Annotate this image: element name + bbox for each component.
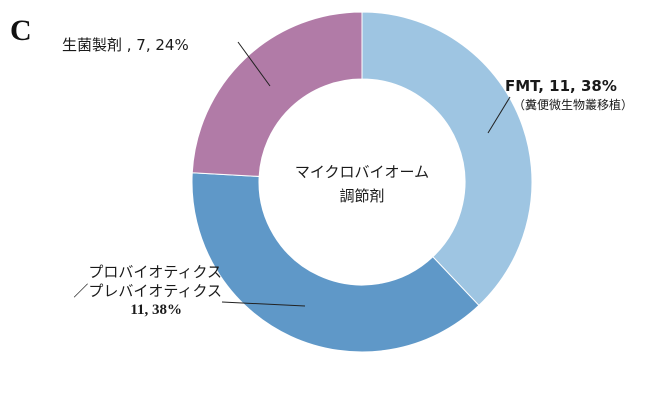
leader-line-fmt: [487, 96, 511, 134]
slice-label-fmt: FMT, 11, 38% （糞便微生物叢移植）: [505, 77, 633, 115]
leader-line-live-bacteria: [237, 41, 271, 87]
slice-sublabel-fmt: （糞便微生物叢移植）: [513, 98, 634, 112]
slice-fmt: [361, 11, 533, 307]
slice-label-live-bacteria: 生菌製剤 , 7, 24%: [62, 36, 189, 54]
leader-line-probiotics: [221, 301, 306, 307]
center-label: マイクロバイオーム 調節剤: [294, 163, 430, 205]
slice-probiotics: [191, 172, 480, 353]
panel-letter: C: [10, 14, 32, 47]
slice-live-bacteria: [191, 11, 363, 177]
slice-label-probiotics: プロバイオティクス ／プレバイオティクス 11, 38%: [73, 263, 222, 318]
